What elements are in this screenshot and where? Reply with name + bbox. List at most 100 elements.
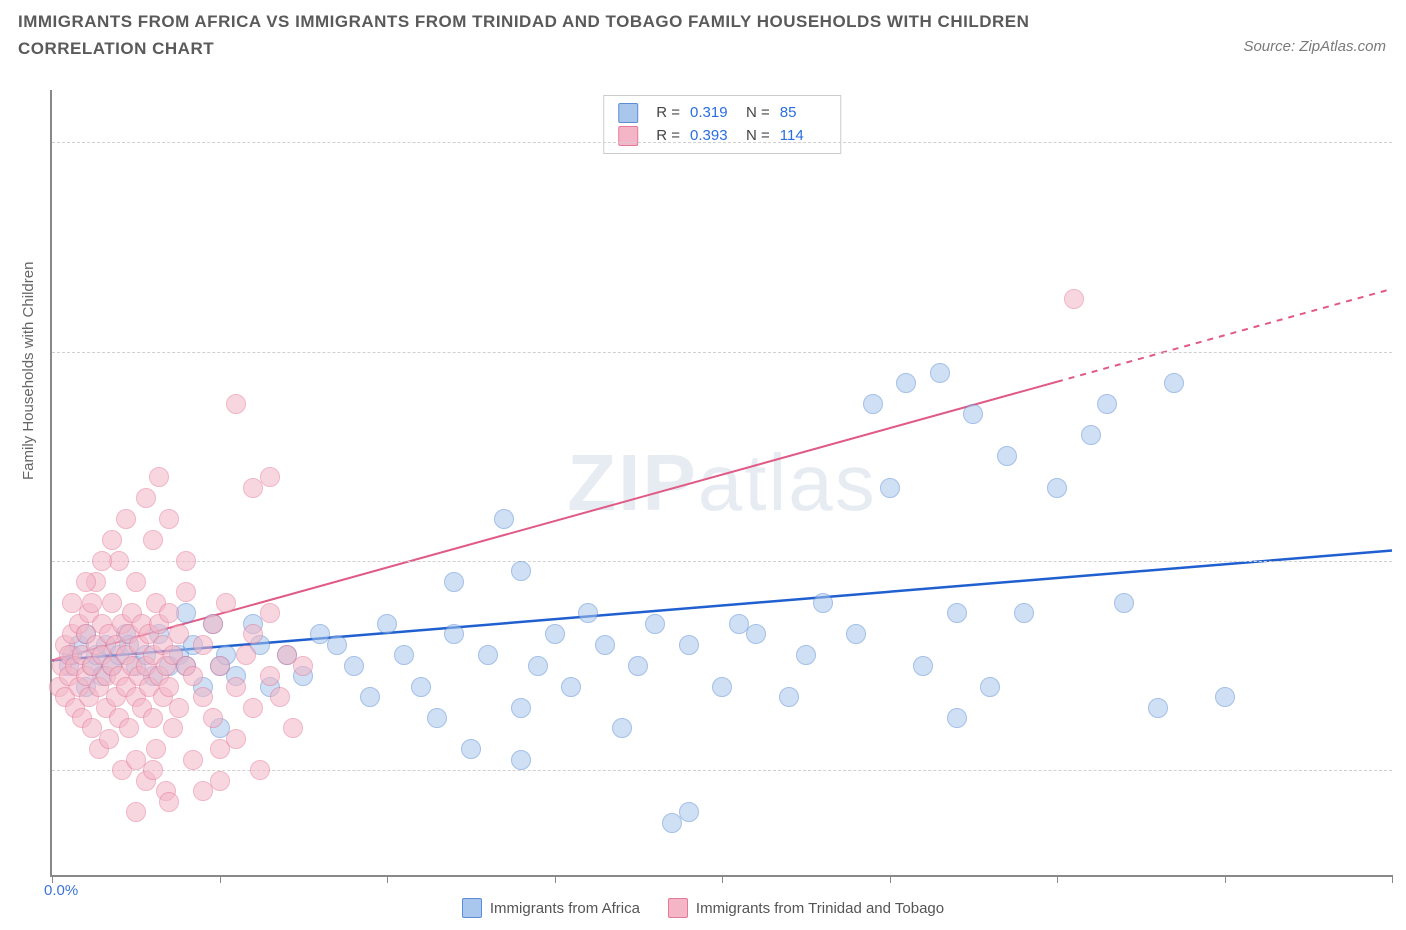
scatter-point	[511, 750, 531, 770]
scatter-point	[82, 656, 102, 676]
scatter-point	[327, 635, 347, 655]
scatter-point	[260, 677, 280, 697]
scatter-point	[82, 718, 102, 738]
scatter-point	[545, 624, 565, 644]
scatter-point	[578, 603, 598, 623]
scatter-point	[310, 624, 330, 644]
scatter-point	[813, 593, 833, 613]
scatter-point	[62, 624, 82, 644]
legend-swatch	[668, 898, 688, 918]
scatter-point	[52, 656, 72, 676]
scatter-point	[169, 645, 189, 665]
scatter-point	[394, 645, 414, 665]
scatter-point	[106, 687, 126, 707]
x-tick-mark	[555, 875, 556, 883]
x-tick-mark	[387, 875, 388, 883]
stats-n-value-0: 85	[780, 102, 826, 125]
scatter-point	[846, 624, 866, 644]
scatter-point	[89, 739, 109, 759]
scatter-point	[216, 645, 236, 665]
scatter-point	[102, 530, 122, 550]
scatter-point	[203, 614, 223, 634]
bottom-legend: Immigrants from Africa Immigrants from Tr…	[0, 898, 1406, 922]
x-tick-mark	[1057, 875, 1058, 883]
scatter-point	[243, 614, 263, 634]
scatter-point	[76, 624, 96, 644]
scatter-point	[913, 656, 933, 676]
scatter-point	[193, 635, 213, 655]
scatter-point	[250, 635, 270, 655]
scatter-point	[159, 656, 179, 676]
scatter-point	[863, 394, 883, 414]
scatter-point	[183, 635, 203, 655]
scatter-point	[260, 603, 280, 623]
scatter-point	[59, 666, 79, 686]
scatter-point	[930, 363, 950, 383]
scatter-point	[645, 614, 665, 634]
scatter-point	[1097, 394, 1117, 414]
scatter-point	[126, 750, 146, 770]
trend-lines-layer	[52, 90, 1392, 875]
scatter-point	[59, 656, 79, 676]
scatter-point	[159, 509, 179, 529]
scatter-point	[72, 708, 92, 728]
scatter-point	[226, 394, 246, 414]
scatter-point	[139, 677, 159, 697]
plot-area: ZIPatlas R = 0.319 N = 85 R = 0.393 N = …	[50, 90, 1392, 877]
legend-swatch	[462, 898, 482, 918]
scatter-point	[122, 656, 142, 676]
scatter-point	[82, 593, 102, 613]
scatter-point	[679, 635, 699, 655]
stats-r-label: R =	[656, 102, 680, 125]
scatter-point	[1215, 687, 1235, 707]
scatter-point	[156, 781, 176, 801]
scatter-point	[122, 603, 142, 623]
scatter-point	[102, 593, 122, 613]
scatter-point	[210, 656, 230, 676]
scatter-point	[62, 593, 82, 613]
y-axis-label: Family Households with Children	[20, 262, 37, 480]
scatter-point	[89, 677, 109, 697]
scatter-point	[92, 645, 112, 665]
stats-row-series-1: R = 0.393 N = 114	[618, 125, 826, 148]
scatter-point	[293, 656, 313, 676]
source-attribution: Source: ZipAtlas.com	[1243, 38, 1386, 55]
scatter-point	[360, 687, 380, 707]
scatter-point	[69, 614, 89, 634]
trend-line-dashed	[1057, 289, 1392, 382]
scatter-point	[193, 781, 213, 801]
scatter-point	[283, 718, 303, 738]
scatter-point	[183, 750, 203, 770]
x-tick-mark	[722, 875, 723, 883]
scatter-point	[169, 624, 189, 644]
scatter-point	[116, 677, 136, 697]
scatter-point	[143, 666, 163, 686]
scatter-point	[494, 509, 514, 529]
scatter-point	[595, 635, 615, 655]
x-tick-mark	[890, 875, 891, 883]
scatter-point	[109, 666, 129, 686]
scatter-point	[159, 792, 179, 812]
legend-label: Immigrants from Trinidad and Tobago	[696, 900, 944, 917]
scatter-point	[662, 813, 682, 833]
scatter-point	[511, 698, 531, 718]
scatter-point	[226, 729, 246, 749]
legend-item: Immigrants from Africa	[462, 898, 640, 918]
scatter-point	[116, 645, 136, 665]
scatter-point	[277, 645, 297, 665]
scatter-point	[76, 666, 96, 686]
scatter-point	[1164, 373, 1184, 393]
scatter-point	[132, 698, 152, 718]
scatter-point	[243, 478, 263, 498]
gridline-h	[52, 561, 1392, 562]
scatter-point	[109, 645, 129, 665]
scatter-point	[997, 446, 1017, 466]
scatter-point	[444, 624, 464, 644]
stats-n-value-1: 114	[780, 125, 826, 148]
watermark-rest: atlas	[698, 438, 877, 527]
scatter-point	[427, 708, 447, 728]
stats-r-value-1: 0.393	[690, 125, 736, 148]
x-tick-mark	[220, 875, 221, 883]
scatter-point	[210, 771, 230, 791]
scatter-point	[102, 656, 122, 676]
